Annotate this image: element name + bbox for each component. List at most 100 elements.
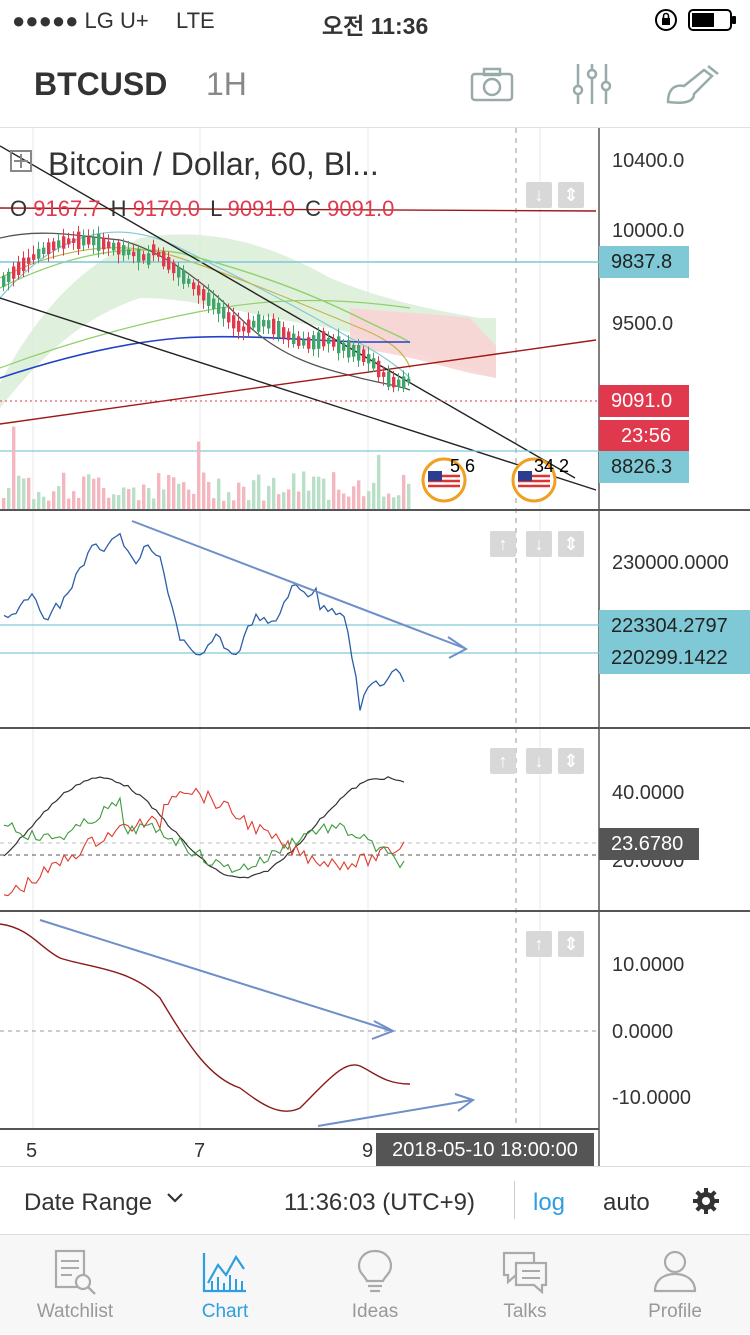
move-up-icon[interactable]: ↑ xyxy=(526,931,552,957)
symbol-button[interactable]: BTCUSD xyxy=(34,66,168,102)
event-count-label[interactable]: 34 2 xyxy=(534,456,570,476)
chart-canvas[interactable] xyxy=(0,128,750,1166)
volume-bar xyxy=(402,474,406,509)
candle xyxy=(227,312,231,323)
collapse-legend-icon[interactable] xyxy=(10,150,32,172)
candle xyxy=(182,269,186,284)
main-price-pane xyxy=(0,145,599,509)
candle xyxy=(87,236,91,245)
price-tag-upper: 9837.8 xyxy=(599,246,689,278)
tab-label: Watchlist xyxy=(36,1301,114,1322)
tab-chart[interactable]: Chart xyxy=(150,1235,300,1335)
ohlc-l-value: 9091.0 xyxy=(227,196,295,221)
maximize-pane-icon[interactable]: ⇕ xyxy=(558,931,584,957)
candle xyxy=(132,251,136,257)
log-scale-toggle[interactable]: log xyxy=(533,1189,566,1216)
move-down-icon[interactable]: ↓ xyxy=(526,748,552,774)
drawing-tools-icon[interactable] xyxy=(664,64,720,111)
move-down-icon[interactable]: ↓ xyxy=(526,182,552,208)
gear-icon[interactable] xyxy=(692,1187,720,1220)
candle xyxy=(122,245,126,256)
candle xyxy=(217,302,221,314)
volume-bar xyxy=(7,488,11,509)
maximize-pane-icon[interactable]: ⇕ xyxy=(558,531,584,557)
maximize-pane-icon[interactable]: ⇕ xyxy=(558,182,584,208)
time-axis-tick: 5 xyxy=(26,1140,38,1162)
tab-talks[interactable]: Talks xyxy=(450,1235,600,1335)
candle xyxy=(332,338,336,347)
indicators-icon[interactable] xyxy=(570,62,614,111)
interval-button[interactable]: 1H xyxy=(206,66,247,102)
volume-bar xyxy=(332,472,336,509)
candle xyxy=(357,345,361,361)
chart-area[interactable]: Bitcoin / Dollar, 60, Bl... O 9167.7 H 9… xyxy=(0,128,750,1167)
cursor-time-label: 2018-05-10 18:00:00 xyxy=(376,1133,594,1167)
candle xyxy=(247,319,251,333)
pane-separator[interactable] xyxy=(0,727,750,729)
volume-bar xyxy=(222,500,226,509)
oscillator-line xyxy=(0,923,411,1112)
pane2-value-tag: 223304.2797 xyxy=(599,610,750,642)
camera-icon[interactable] xyxy=(470,66,514,107)
volume-bar xyxy=(357,480,361,509)
event-count-label[interactable]: 5 6 xyxy=(450,456,476,476)
auto-scale-toggle[interactable]: auto xyxy=(603,1189,650,1216)
volume-bar xyxy=(377,454,381,509)
volume-bar xyxy=(57,486,61,509)
candle xyxy=(232,315,236,329)
volume-bar xyxy=(177,483,181,509)
event-badge-1 xyxy=(421,457,467,503)
tab-profile[interactable]: Profile xyxy=(600,1235,750,1335)
volume-bar xyxy=(147,488,151,509)
date-range-button[interactable]: Date Range xyxy=(24,1189,153,1216)
move-up-icon[interactable]: ↑ xyxy=(490,531,516,557)
candle xyxy=(47,242,51,255)
candle xyxy=(407,378,411,383)
candlestick-series xyxy=(2,225,411,393)
tab-label: Talks xyxy=(503,1301,547,1322)
volume-bar xyxy=(77,497,81,509)
clock-label: 오전 11:36 xyxy=(322,13,429,39)
candle xyxy=(152,244,156,256)
last-price-tag: 9091.0 xyxy=(599,385,689,417)
pane-separator[interactable] xyxy=(0,910,750,912)
volume-bar xyxy=(22,478,26,509)
tab-watchlist[interactable]: Watchlist xyxy=(0,1235,150,1335)
adx-line xyxy=(3,776,405,879)
volume-bar xyxy=(102,488,106,509)
candle xyxy=(362,349,366,362)
candle xyxy=(202,289,206,301)
volume-bar xyxy=(97,477,101,509)
candle xyxy=(2,275,6,287)
chevron-down-icon[interactable] xyxy=(166,1191,184,1209)
candle xyxy=(327,337,331,344)
lightbulb-icon xyxy=(357,1249,393,1293)
volume-bar xyxy=(237,482,241,509)
tab-ideas[interactable]: Ideas xyxy=(300,1235,450,1335)
volume-bar xyxy=(362,496,366,509)
move-up-icon[interactable]: ↑ xyxy=(490,748,516,774)
candle xyxy=(82,235,86,246)
volume-accumulation-line xyxy=(3,532,405,711)
ohlc-o-value: 9167.7 xyxy=(33,196,101,221)
volume-bar xyxy=(162,489,166,509)
volume-bar xyxy=(292,473,296,509)
volume-bar xyxy=(212,498,216,509)
ohlc-c-label: C xyxy=(305,196,321,221)
ohlc-l-label: L xyxy=(210,196,222,221)
chart-footer-controls: Date Range 11:36:03 (UTC+9) log auto xyxy=(0,1166,750,1234)
candle xyxy=(272,318,276,335)
pane4-axis-label: -10.0000 xyxy=(612,1087,691,1109)
pane-separator[interactable] xyxy=(0,509,750,511)
volume-bar xyxy=(407,483,411,509)
event-badge-2 xyxy=(511,457,557,503)
volume-bar xyxy=(62,472,66,509)
volume-bar xyxy=(322,478,326,509)
pane3-axis-label: 40.0000 xyxy=(612,782,685,804)
candle xyxy=(347,340,351,358)
move-down-icon[interactable]: ↓ xyxy=(526,531,552,557)
maximize-pane-icon[interactable]: ⇕ xyxy=(558,748,584,774)
clock-timezone-button[interactable]: 11:36:03 (UTC+9) xyxy=(284,1189,475,1216)
candle xyxy=(7,271,11,282)
candle xyxy=(222,306,226,319)
